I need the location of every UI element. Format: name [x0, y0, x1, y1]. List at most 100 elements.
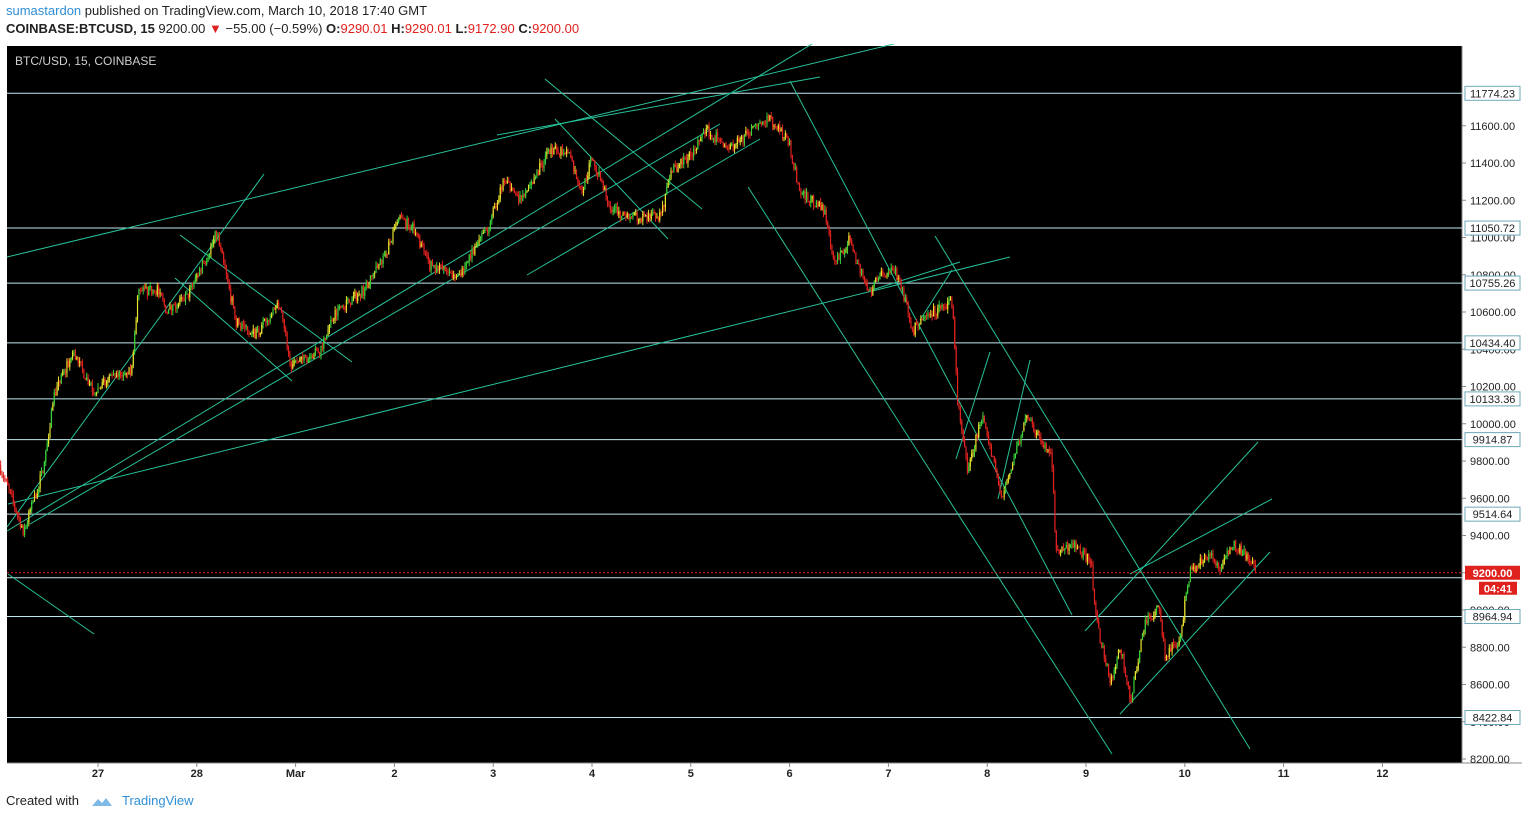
candle-body	[1199, 558, 1201, 566]
candle-body	[1192, 566, 1194, 570]
candle-body	[546, 151, 548, 156]
candle-body	[594, 160, 596, 168]
candle-body	[8, 485, 10, 490]
candle-body	[1189, 567, 1192, 582]
candle-body	[653, 212, 655, 214]
candle-body	[577, 178, 579, 183]
candle-body	[285, 328, 287, 333]
candle-body	[197, 275, 199, 277]
candle-body	[1130, 697, 1132, 703]
candle-body	[1034, 432, 1036, 436]
candle-body	[1085, 551, 1087, 562]
candle-body	[55, 392, 57, 396]
candle-body	[217, 235, 219, 239]
candle-body	[67, 361, 69, 368]
candle-body	[584, 178, 586, 190]
candle-body	[313, 355, 315, 359]
candle-body	[196, 275, 198, 278]
candle-body	[708, 126, 710, 137]
candle-body	[1081, 554, 1083, 558]
candle-body	[925, 315, 928, 317]
candle-body	[502, 179, 504, 191]
candle-body	[1040, 436, 1042, 442]
candle-body	[160, 293, 163, 296]
candle-body	[890, 267, 892, 273]
candle-body	[1239, 545, 1241, 553]
candle-body	[568, 152, 571, 154]
candle-body	[59, 381, 61, 383]
candle-body	[733, 144, 736, 150]
candle-body	[844, 249, 846, 255]
candle-body	[1116, 658, 1118, 667]
candle-body	[945, 307, 947, 310]
candle-body	[855, 252, 857, 264]
candle-body	[351, 297, 353, 305]
candle-body	[252, 328, 254, 334]
candle-body	[410, 228, 412, 231]
candle-body	[201, 260, 204, 273]
candle-body	[1110, 676, 1113, 684]
candle-body	[11, 491, 13, 495]
candle-body	[317, 349, 319, 353]
candle-body	[423, 244, 425, 253]
candle-body	[238, 318, 240, 325]
candle-body	[1185, 593, 1187, 601]
author-link[interactable]: sumastardon	[6, 3, 82, 18]
candle-body	[279, 307, 281, 310]
tradingview-link[interactable]: TradingView	[122, 793, 194, 808]
candle-body	[436, 265, 438, 273]
candle-body	[916, 323, 918, 325]
candle-body	[499, 187, 501, 200]
candle-body	[519, 195, 521, 202]
candle-body	[1123, 654, 1125, 670]
candle-body	[1161, 619, 1163, 636]
trend-line-21	[919, 269, 953, 321]
candle-body	[334, 310, 336, 320]
y-tick-label-2: 8600.00	[1470, 680, 1510, 692]
candle-body	[86, 377, 88, 380]
candle-body	[790, 140, 792, 155]
candle-body	[43, 461, 45, 474]
candle-body	[632, 214, 634, 218]
candle-body	[732, 143, 734, 150]
x-tick-label-9: 8	[984, 768, 990, 780]
candle-body	[444, 266, 446, 271]
candle-body	[7, 480, 9, 486]
candle-body	[560, 147, 562, 156]
candle-body	[536, 170, 538, 177]
candle-body	[56, 386, 58, 396]
candle-body	[532, 181, 534, 184]
candle-body	[640, 219, 642, 222]
candle-body	[969, 459, 971, 467]
trend-line-10	[554, 118, 669, 240]
candle-body	[745, 130, 747, 135]
x-tick-label-1: 28	[191, 768, 203, 780]
candle-body	[112, 373, 115, 376]
candle-body	[303, 354, 305, 360]
candle-body	[328, 324, 331, 330]
candle-body	[880, 270, 882, 276]
candle-body	[1175, 645, 1177, 648]
candle-body	[629, 216, 631, 220]
candle-body	[887, 271, 889, 276]
candle-body	[132, 352, 134, 366]
candle-body	[1045, 444, 1048, 451]
candle-body	[399, 215, 401, 219]
candle-body	[448, 271, 451, 273]
candle-body	[1240, 545, 1242, 556]
candle-body	[162, 295, 164, 300]
level-badge-4	[1464, 391, 1521, 407]
candle-body	[729, 144, 731, 150]
candle-body	[1247, 554, 1249, 560]
price-chart[interactable]: 8200.008400.008600.008800.009000.009200.…	[0, 44, 1528, 784]
candle-body	[1086, 553, 1089, 562]
candle-body	[575, 170, 578, 179]
candle-body	[712, 137, 714, 140]
candle-body	[908, 313, 911, 321]
candle-body	[550, 147, 552, 154]
candle-body	[932, 306, 935, 317]
candle-body	[29, 509, 31, 512]
candle-body	[289, 354, 291, 363]
candle-body	[77, 357, 79, 364]
candle-body	[657, 217, 659, 221]
